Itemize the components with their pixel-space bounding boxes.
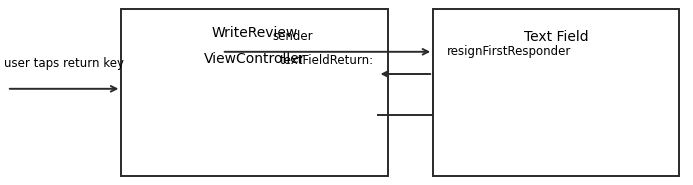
Text: resignFirstResponder: resignFirstResponder (447, 45, 571, 58)
Text: Text Field: Text Field (524, 30, 588, 44)
Text: ViewController: ViewController (204, 52, 306, 66)
FancyBboxPatch shape (433, 9, 679, 176)
FancyBboxPatch shape (121, 9, 388, 176)
Text: WriteReview: WriteReview (211, 26, 298, 40)
Text: sender: sender (272, 30, 313, 43)
Text: user taps return key: user taps return key (4, 57, 124, 70)
Text: textFieldReturn:: textFieldReturn: (280, 54, 374, 67)
